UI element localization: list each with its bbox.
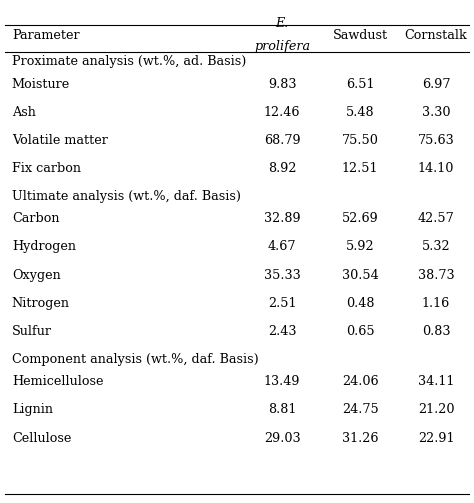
- Text: 4.67: 4.67: [268, 240, 296, 254]
- Text: Ultimate analysis (wt.%, daf. Basis): Ultimate analysis (wt.%, daf. Basis): [12, 190, 241, 203]
- Text: 22.91: 22.91: [418, 432, 455, 445]
- Text: 31.26: 31.26: [342, 432, 379, 445]
- Text: Cornstalk: Cornstalk: [405, 29, 467, 42]
- Text: Carbon: Carbon: [12, 212, 59, 225]
- Text: 12.51: 12.51: [342, 162, 379, 175]
- Text: prolifera: prolifera: [254, 40, 310, 53]
- Text: 3.30: 3.30: [422, 106, 450, 119]
- Text: 12.46: 12.46: [264, 106, 301, 119]
- Text: 2.43: 2.43: [268, 325, 296, 338]
- Text: 5.92: 5.92: [346, 240, 374, 254]
- Text: E.: E.: [275, 17, 289, 30]
- Text: Parameter: Parameter: [12, 29, 80, 42]
- Text: Volatile matter: Volatile matter: [12, 134, 108, 147]
- Text: 32.89: 32.89: [264, 212, 301, 225]
- Text: 34.11: 34.11: [418, 375, 454, 388]
- Text: 24.75: 24.75: [342, 403, 379, 416]
- Text: 38.73: 38.73: [418, 269, 455, 282]
- Text: Ash: Ash: [12, 106, 36, 119]
- Text: 75.50: 75.50: [342, 134, 379, 147]
- Text: Hydrogen: Hydrogen: [12, 240, 76, 254]
- Text: Fix carbon: Fix carbon: [12, 162, 81, 175]
- Text: Oxygen: Oxygen: [12, 269, 61, 282]
- Text: 6.51: 6.51: [346, 77, 374, 91]
- Text: 8.92: 8.92: [268, 162, 296, 175]
- Text: Sawdust: Sawdust: [333, 29, 388, 42]
- Text: Component analysis (wt.%, daf. Basis): Component analysis (wt.%, daf. Basis): [12, 353, 259, 366]
- Text: Hemicellulose: Hemicellulose: [12, 375, 103, 388]
- Text: 24.06: 24.06: [342, 375, 379, 388]
- Text: 5.48: 5.48: [346, 106, 374, 119]
- Text: 0.65: 0.65: [346, 325, 374, 338]
- Text: 29.03: 29.03: [264, 432, 301, 445]
- Text: 5.32: 5.32: [422, 240, 450, 254]
- Text: Moisture: Moisture: [12, 77, 70, 91]
- Text: 1.16: 1.16: [422, 297, 450, 310]
- Text: 9.83: 9.83: [268, 77, 296, 91]
- Text: 0.48: 0.48: [346, 297, 374, 310]
- Text: Proximate analysis (wt.%, ad. Basis): Proximate analysis (wt.%, ad. Basis): [12, 55, 246, 68]
- Text: 42.57: 42.57: [418, 212, 455, 225]
- Text: 6.97: 6.97: [422, 77, 450, 91]
- Text: 75.63: 75.63: [418, 134, 455, 147]
- Text: 14.10: 14.10: [418, 162, 454, 175]
- Text: 52.69: 52.69: [342, 212, 379, 225]
- Text: 2.51: 2.51: [268, 297, 296, 310]
- Text: Lignin: Lignin: [12, 403, 53, 416]
- Text: Nitrogen: Nitrogen: [12, 297, 70, 310]
- Text: 13.49: 13.49: [264, 375, 301, 388]
- Text: 0.83: 0.83: [422, 325, 450, 338]
- Text: 68.79: 68.79: [264, 134, 301, 147]
- Text: 30.54: 30.54: [342, 269, 379, 282]
- Text: Cellulose: Cellulose: [12, 432, 71, 445]
- Text: Sulfur: Sulfur: [12, 325, 52, 338]
- Text: 8.81: 8.81: [268, 403, 296, 416]
- Text: 35.33: 35.33: [264, 269, 301, 282]
- Text: 21.20: 21.20: [418, 403, 455, 416]
